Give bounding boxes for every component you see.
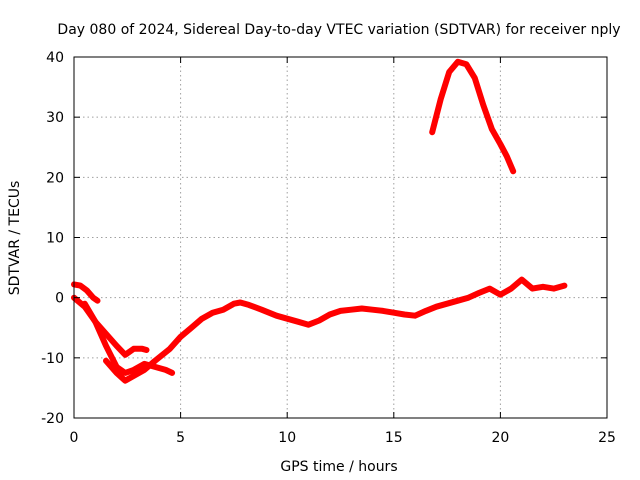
y-tick-label: 30 — [46, 110, 64, 126]
y-tick-label: 40 — [46, 50, 64, 66]
axis-ticks: 0 5 10 15 20 25 -20 -10 0 10 20 30 40 — [41, 50, 616, 446]
series-line-5 — [429, 58, 517, 175]
y-tick-label: 10 — [46, 231, 64, 247]
y-tick-label: 20 — [46, 170, 64, 186]
x-tick-label: 10 — [278, 430, 296, 446]
plot-series — [71, 58, 568, 384]
y-axis-label: SDTVAR / TECUs — [7, 181, 23, 296]
series-line-1 — [71, 281, 101, 304]
y-tick-label: 0 — [55, 291, 64, 307]
y-tick-label: -10 — [41, 351, 64, 367]
x-tick-label: 0 — [70, 430, 79, 446]
y-tick-label: -20 — [41, 411, 64, 427]
x-tick-label: 5 — [176, 430, 185, 446]
x-tick-label: 20 — [491, 430, 509, 446]
series-line-3 — [81, 300, 176, 376]
chart-title: Day 080 of 2024, Sidereal Day-to-day VTE… — [57, 22, 620, 38]
x-axis-label: GPS time / hours — [280, 459, 397, 475]
grid — [74, 57, 607, 418]
x-tick-label: 15 — [385, 430, 403, 446]
series-line-4 — [103, 276, 568, 384]
x-tick-label: 25 — [598, 430, 616, 446]
